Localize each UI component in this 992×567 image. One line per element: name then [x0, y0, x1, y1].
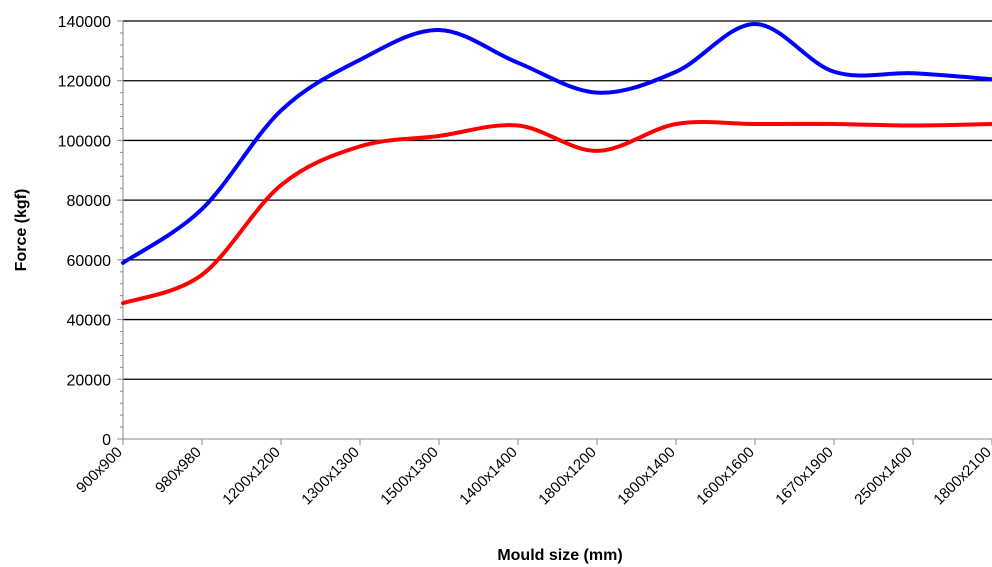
y-tick-label: 80000: [67, 193, 112, 210]
x-tick-label: 900x900: [73, 444, 126, 497]
x-axis-title: Mould size (mm): [497, 547, 622, 564]
y-axis-title: Force (kgf): [13, 189, 30, 272]
x-tick-label: 1200x1200: [219, 444, 284, 509]
y-tick-label: 40000: [67, 313, 112, 330]
x-tick-label: 1800x1200: [535, 444, 600, 509]
x-tick-label: 980x980: [152, 444, 205, 497]
series-lines: [121, 21, 992, 306]
y-tick-label: 60000: [67, 253, 112, 270]
x-tick-label: 1670x1900: [772, 444, 837, 509]
x-tick-label: 1600x1600: [693, 444, 758, 509]
x-tick-label: 1400x1400: [456, 444, 521, 509]
axes: [117, 20, 992, 445]
y-tick-label: 120000: [58, 74, 111, 91]
x-tick-label: 1300x1300: [298, 444, 363, 509]
y-tick-label: 100000: [58, 133, 111, 150]
series-line-2: [121, 120, 992, 306]
y-tick-label: 0: [102, 432, 111, 449]
y-tick-label: 20000: [67, 372, 112, 389]
x-tick-label: 1500x1300: [377, 444, 442, 509]
x-tick-labels: 900x900 980x980 1200x1200 1300x1300 1500x130…: [73, 444, 992, 509]
x-tick-label: 1800x2100: [930, 444, 992, 509]
y-tick-label: 140000: [58, 14, 111, 31]
x-tick-label: 1800x1400: [614, 444, 679, 509]
y-tick-labels: 0 20000 40000 60000 80000 100000 120000 140000: [58, 14, 111, 449]
x-tick-label: 2500x1400: [851, 444, 916, 509]
series-line-1: [121, 21, 992, 265]
